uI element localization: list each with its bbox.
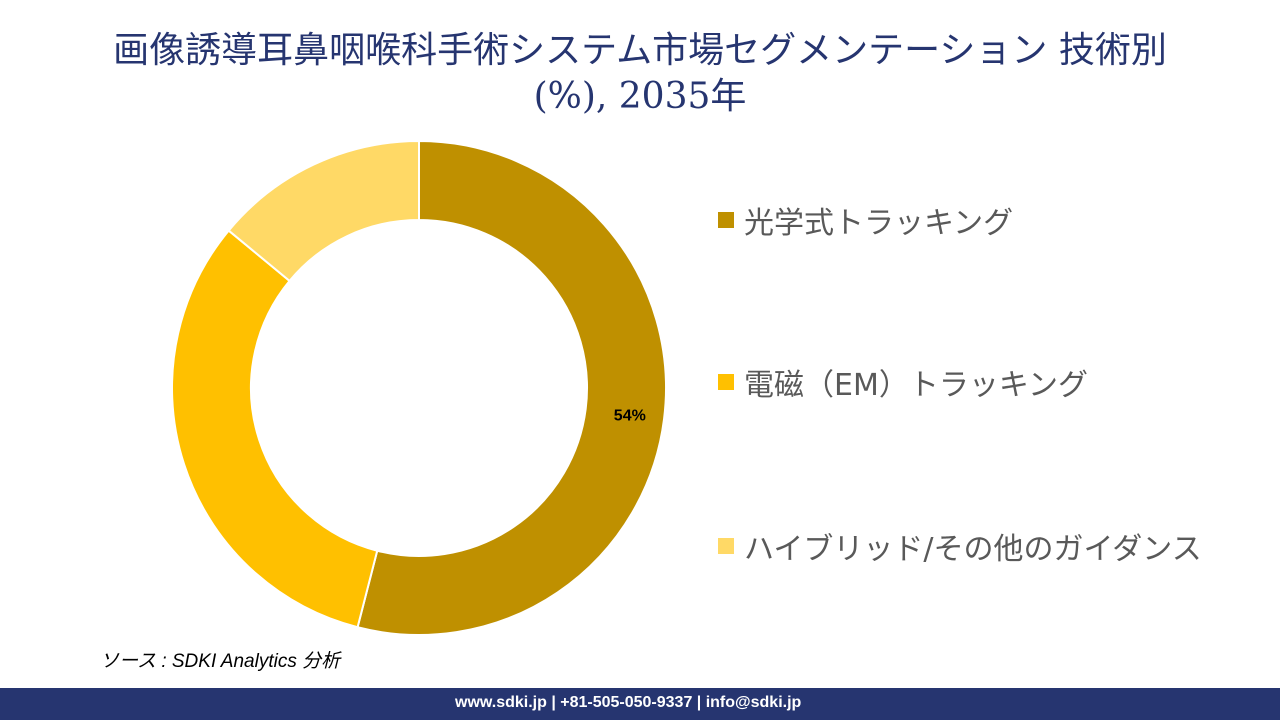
- legend-label: 光学式トラッキング: [744, 206, 1014, 241]
- legend-swatch: [718, 374, 734, 390]
- footer-contact: www.sdki.jp | +81-505-050-9337 | info@sd…: [455, 694, 802, 711]
- chart-title: 画像誘導耳鼻咽喉科手術システム市場セグメンテーション 技術別(%), 2035年: [113, 30, 1167, 117]
- legend-label: ハイブリッド/その他のガイダンス: [744, 532, 1202, 567]
- legend-item-hybrid: ハイブリッド/その他のガイダンス: [718, 524, 1202, 568]
- legend-item-em: 電磁（EM）トラッキング: [718, 360, 1088, 404]
- legend-item-optical: 光学式トラッキング: [718, 198, 1013, 242]
- source-note: ソース : SDKI Analytics 分析: [100, 651, 341, 672]
- donut-slice-2: [227, 139, 420, 283]
- legend-swatch: [718, 538, 734, 554]
- legend-swatch: [718, 212, 734, 228]
- data-label: 54%: [614, 408, 646, 425]
- legend-label: 電磁（EM）トラッキング: [744, 368, 1088, 403]
- donut-slice-1: [171, 229, 379, 629]
- footer-bar: www.sdki.jp | +81-505-050-9337 | info@sd…: [0, 688, 1280, 720]
- donut-slice-0: [356, 139, 667, 636]
